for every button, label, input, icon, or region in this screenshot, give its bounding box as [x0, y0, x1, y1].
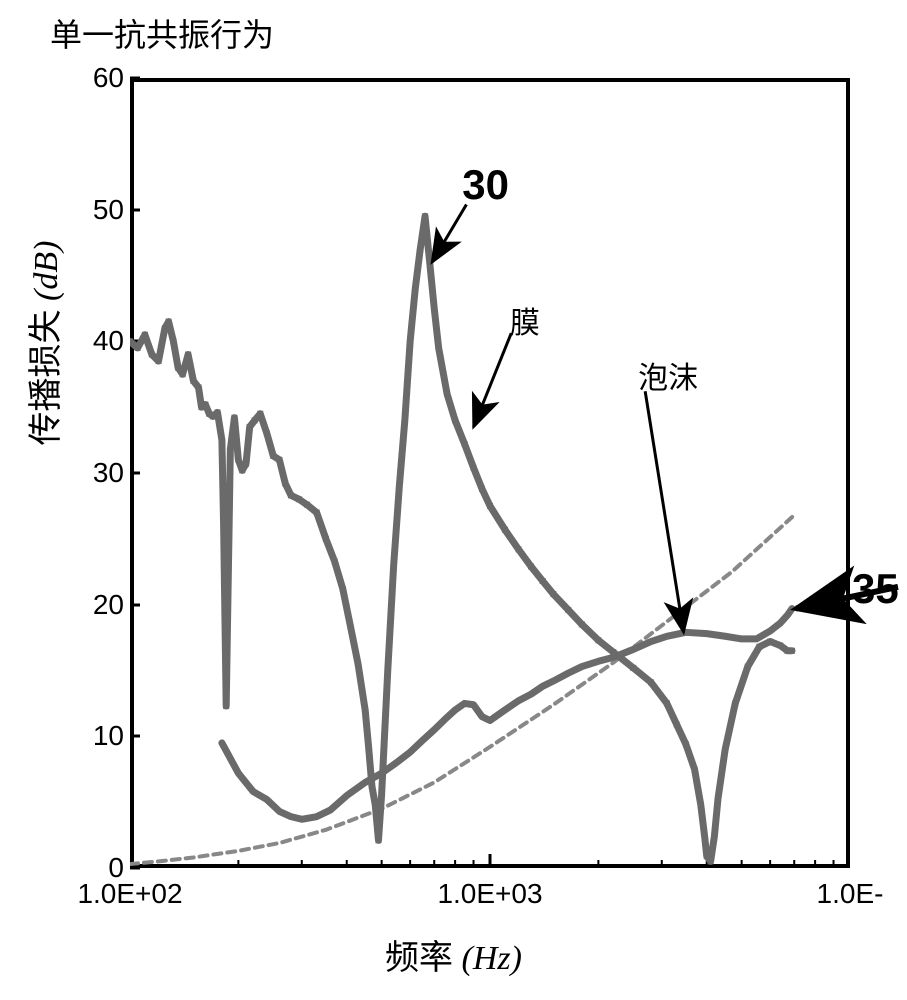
arrow-35-icon: [796, 587, 898, 609]
annotation-arrows: [0, 0, 907, 1000]
arrow-30-icon: [432, 204, 466, 262]
arrow-membrane-icon: [474, 333, 512, 427]
arrow-foam-icon: [645, 391, 683, 632]
